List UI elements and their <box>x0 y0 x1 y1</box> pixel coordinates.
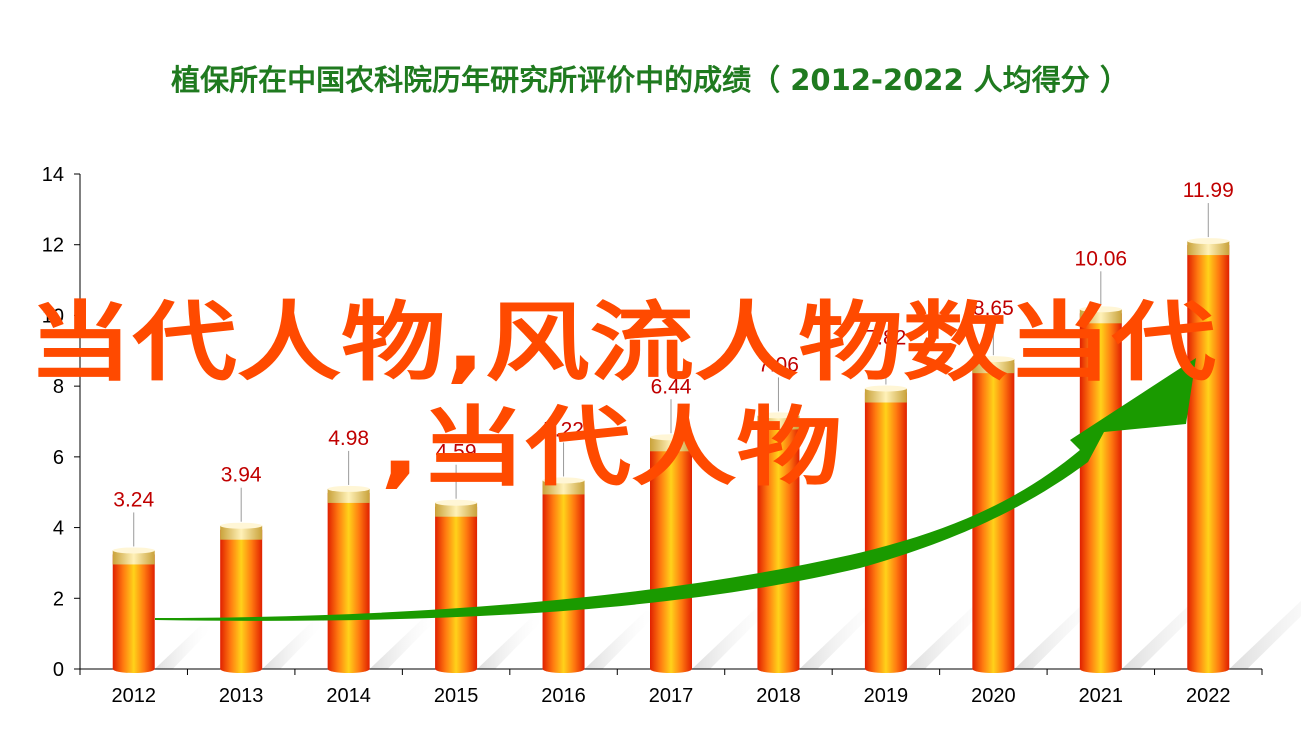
bar-shadow <box>262 620 327 669</box>
data-label: 3.94 <box>221 464 262 487</box>
bar-base <box>435 665 478 673</box>
bar-base <box>757 665 800 673</box>
y-tick-label: 4 <box>53 518 64 540</box>
bar-base <box>542 665 585 673</box>
bar-2013 <box>220 529 263 669</box>
bar-cap-top <box>112 547 155 554</box>
bar-2018 <box>757 419 800 669</box>
bar-2012 <box>112 554 155 669</box>
data-label: 6.44 <box>651 375 692 398</box>
data-label: 3.24 <box>113 488 154 511</box>
y-tick-label: 2 <box>53 588 64 610</box>
x-tick-label: 2021 <box>1079 685 1124 707</box>
bar-2021 <box>1079 313 1122 669</box>
data-label: 10.06 <box>1075 247 1128 270</box>
bar-cap <box>1187 241 1230 256</box>
x-tick-label: 2012 <box>111 685 156 707</box>
x-tick-label: 2019 <box>864 685 909 707</box>
x-tick-label: 2013 <box>219 685 264 707</box>
bar-2014 <box>327 492 370 669</box>
data-label: 4.98 <box>328 427 369 450</box>
bar-shadow <box>692 602 777 669</box>
bar-base <box>1187 665 1230 673</box>
x-tick-label: 2018 <box>756 685 801 707</box>
bar-2022 <box>1187 245 1230 669</box>
data-label: 11.99 <box>1183 179 1234 202</box>
data-labels: 3.24 3.94 4.98 4.59 5.22 6.44 7.06 7.82 8.65 10.0… <box>113 179 1234 547</box>
chart-title: 植保所在中国农科院历年研究所评价中的成绩（ 2012-2022 人均得分 ） <box>171 63 1129 97</box>
bar-base <box>112 665 155 673</box>
bar-cap <box>650 437 692 452</box>
y-tick-label: 6 <box>53 447 64 469</box>
x-tick-label: 2022 <box>1186 685 1231 707</box>
bar-2016 <box>542 484 585 669</box>
bar-2015 <box>435 506 478 669</box>
bar-base <box>220 665 263 673</box>
data-label: 4.59 <box>436 441 477 464</box>
data-label: 7.82 <box>865 327 906 350</box>
y-tick-label: 10 <box>42 305 64 327</box>
watermark: 当代人物,风流人物数当代 ,当代人物 <box>28 293 1216 498</box>
bar-cap <box>542 480 585 495</box>
data-label: 7.06 <box>758 353 799 376</box>
bar-cap-top <box>542 477 585 484</box>
bar-shadow <box>369 613 443 669</box>
x-tick-label: 2020 <box>971 685 1016 707</box>
y-tick-label: 0 <box>53 659 64 681</box>
bar-base <box>864 665 907 673</box>
bar-cap-top <box>327 485 370 492</box>
y-tick-label: 14 <box>42 164 64 186</box>
bar-shadow <box>584 611 660 669</box>
bar-base <box>650 665 692 673</box>
data-label: 5.22 <box>543 418 584 441</box>
bar-cap <box>327 488 370 503</box>
x-tick-label: 2014 <box>326 685 371 707</box>
bar-shadow <box>154 626 214 669</box>
x-tick-label: 2016 <box>541 685 586 707</box>
watermark-line-2: ,当代人物 <box>380 398 842 498</box>
bar-cap <box>864 388 907 403</box>
bar-cap <box>220 525 263 540</box>
bar-cap-top <box>864 385 907 392</box>
y-tick-label: 8 <box>53 376 64 398</box>
bar-cap-top <box>1079 306 1122 313</box>
bar-cap-top <box>650 434 692 441</box>
bar-2019 <box>864 392 907 669</box>
bar-cap <box>112 550 155 565</box>
bar-cap <box>435 502 478 517</box>
bar-shadow <box>477 616 547 669</box>
bar-2017 <box>650 441 692 669</box>
y-tick-label: 12 <box>42 235 64 257</box>
watermark-line-1: 当代人物,风流人物数当代 <box>28 293 1216 393</box>
bar-base <box>972 665 1015 673</box>
bar-cap <box>1079 309 1122 324</box>
bar-base <box>327 665 370 673</box>
x-tick-label: 2015 <box>434 685 479 707</box>
bar-cap <box>757 415 800 430</box>
bar-cap-top <box>1187 238 1230 245</box>
bar-cap-top <box>972 356 1015 363</box>
bar-shadow <box>1229 600 1301 669</box>
x-tick-label: 2017 <box>649 685 694 707</box>
bar-cap-top <box>757 412 800 419</box>
bar-cap <box>972 359 1015 374</box>
bar-cap-top <box>220 522 263 529</box>
bar-base <box>1079 665 1122 673</box>
data-label: 8.65 <box>973 297 1014 320</box>
axes: 0 2 4 6 8 10 12 14 2012 2013 2014 2015 2016 2017 2018 2… <box>42 164 1263 707</box>
bar-cap-top <box>435 499 478 506</box>
